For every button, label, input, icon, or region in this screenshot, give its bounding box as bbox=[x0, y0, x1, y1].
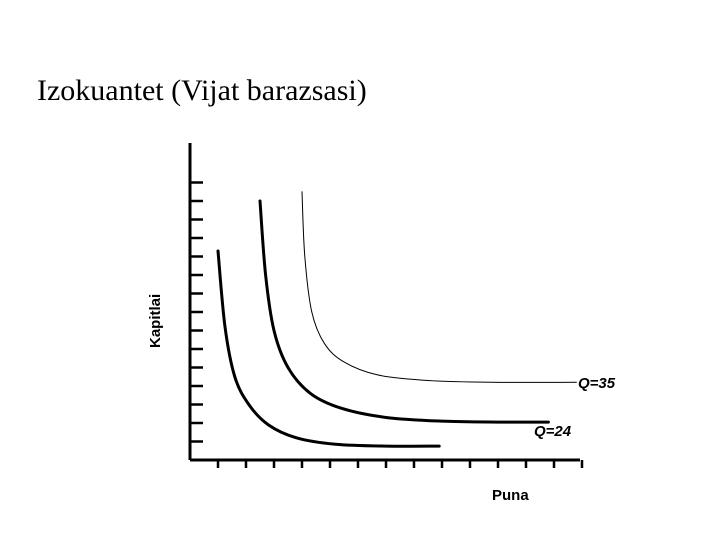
curve-label-q35: Q=35 bbox=[578, 375, 616, 392]
axes bbox=[188, 143, 580, 462]
isoquant-curves bbox=[216, 191, 577, 448]
isoquant-curve-3 bbox=[301, 191, 577, 383]
axis-ticks bbox=[190, 181, 584, 468]
x-axis-label: Puna bbox=[492, 487, 529, 504]
isoquant-curve-2 bbox=[258, 199, 550, 424]
curve-label-q24: Q=24 bbox=[534, 423, 572, 440]
isoquant-curve-1 bbox=[216, 249, 441, 448]
y-axis-label: Kapitlai bbox=[147, 294, 164, 348]
chart-title: Izokuantet (Vijat barazsasi) bbox=[37, 74, 367, 107]
